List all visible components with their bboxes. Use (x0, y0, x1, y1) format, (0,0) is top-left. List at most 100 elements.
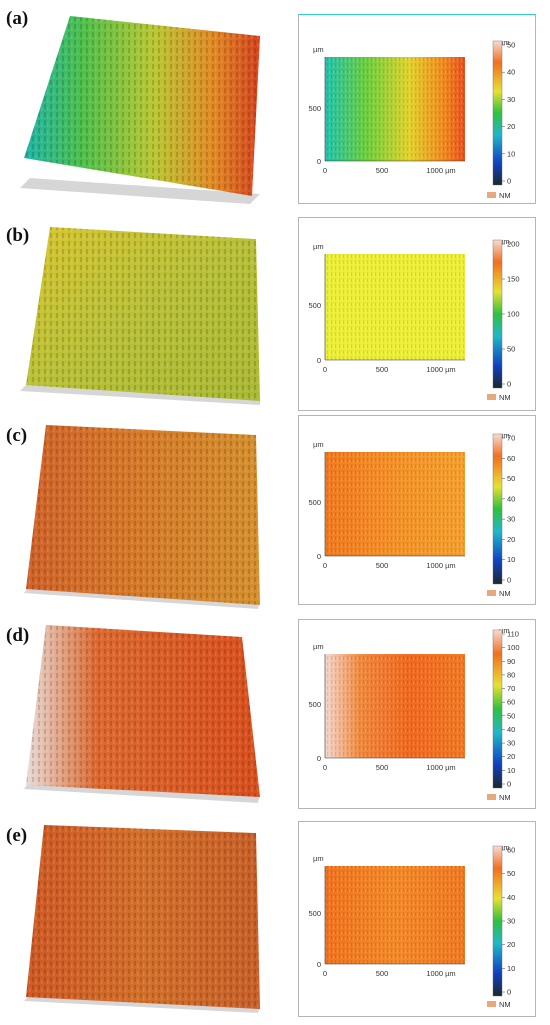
panel-label: (a) (6, 8, 29, 29)
scale-tick-label: 20 (507, 752, 515, 761)
y-tick-label: 0 (317, 157, 321, 166)
x-tick-label: 500 (376, 763, 389, 772)
height-map-plot: µm 500 0 0 500 1000 µm µm 50 40 30 20 10 0 NM (308, 38, 515, 200)
y-unit-label: µm (313, 642, 324, 651)
panel-a: (a) (0, 8, 550, 204)
color-scale-bar (492, 239, 503, 389)
scale-tick-label: 70 (507, 684, 515, 693)
height-map-frame: µm 500 0 0 500 1000 µm µm 200 150 100 50 0 N… (298, 217, 536, 411)
x-tick-label: 1000 µm (426, 365, 455, 374)
scale-tick-label: 20 (507, 122, 515, 131)
scale-tick-label: 0 (507, 780, 511, 789)
x-tick-label: 1000 µm (426, 166, 455, 175)
scale-tick-label: 80 (507, 670, 515, 679)
y-tick-label: 500 (308, 301, 321, 310)
scale-unit-label: µm (499, 237, 510, 246)
nm-label: NM (499, 1000, 511, 1009)
scale-tick-label: 0 (507, 576, 511, 585)
y-tick-label: 0 (317, 754, 321, 763)
height-map-frame: µm 500 0 0 500 1000 µm µm 110 100 90 80 70 60… (298, 619, 536, 809)
color-scale-bar (492, 40, 503, 186)
scale-tick-label: 10 (507, 555, 515, 564)
nm-swatch (487, 192, 496, 198)
scale-tick-label: 10 (507, 149, 515, 158)
y-tick-label: 500 (308, 909, 321, 918)
panel-d: (d) (0, 619, 550, 815)
scale-tick-label: 60 (507, 846, 515, 855)
scale-tick-label: 10 (507, 964, 515, 973)
x-tick-label: 0 (323, 969, 327, 978)
scale-unit-label: µm (499, 431, 510, 440)
y-tick-label: 0 (317, 960, 321, 969)
surface-3d-render (24, 625, 260, 803)
panel-b: (b) (0, 217, 550, 411)
nm-swatch (487, 394, 496, 400)
scale-tick-label: 0 (507, 177, 511, 186)
scale-tick-label: 90 (507, 657, 515, 666)
scale-tick-label: 50 (507, 474, 515, 483)
scale-tick-label: 110 (507, 630, 519, 639)
scale-unit-label: µm (499, 843, 510, 852)
x-tick-label: 500 (376, 969, 389, 978)
scale-tick-label: 40 (507, 494, 515, 503)
panel-c: (c) (0, 415, 550, 611)
y-tick-label: 0 (317, 356, 321, 365)
scale-tick-label: 0 (507, 988, 511, 997)
y-tick-label: 500 (308, 104, 321, 113)
scale-tick-label: 40 (507, 893, 515, 902)
color-scale-ticks: 50 40 30 20 10 0 (502, 41, 515, 186)
scale-tick-label: 50 (507, 41, 515, 50)
height-map-frame: µm 500 0 0 500 1000 µm µm 60 50 40 30 20 10 0 … (298, 821, 536, 1017)
scale-tick-label: 50 (507, 345, 515, 354)
y-unit-label: µm (313, 45, 324, 54)
surface-3d-render (20, 16, 260, 204)
color-scale-ticks: 60 50 40 30 20 10 0 (502, 846, 515, 997)
height-map-frame: µm 500 0 0 500 1000 µm µm 70 60 50 40 30 20 10… (298, 415, 536, 605)
surface-3d-render (24, 825, 260, 1013)
x-tick-label: 500 (376, 365, 389, 374)
scale-tick-label: 100 (507, 643, 520, 652)
panel-e: (e) (0, 821, 550, 1020)
scale-unit-label: µm (499, 38, 510, 47)
scale-tick-label: 0 (507, 380, 511, 389)
nm-swatch (487, 794, 496, 800)
scale-tick-label: 70 (507, 434, 515, 443)
y-tick-label: 500 (308, 498, 321, 507)
y-tick-label: 500 (308, 700, 321, 709)
color-scale-ticks: 70 60 50 40 30 20 10 0 (502, 434, 515, 585)
nm-swatch (487, 590, 496, 596)
height-map-plot: µm 500 0 0 500 1000 µm µm 70 60 50 40 30 20 10… (308, 431, 515, 598)
nm-label: NM (499, 589, 511, 598)
surface-3d-render (24, 425, 260, 609)
y-unit-label: µm (313, 854, 324, 863)
nm-label: NM (499, 191, 511, 200)
x-tick-label: 0 (323, 763, 327, 772)
x-tick-label: 0 (323, 166, 327, 175)
nm-label: NM (499, 393, 511, 402)
color-scale-ticks: 200 150 100 50 0 (502, 240, 520, 389)
height-map-plot: µm 500 0 0 500 1000 µm µm 6050403020100 … (308, 843, 515, 1009)
scale-tick-label: 50 (507, 869, 515, 878)
height-map-plot: µm 500 0 0 500 1000 µm µm 11010090807060… (308, 626, 520, 802)
scale-tick-label: 100 (507, 310, 520, 319)
scale-tick-label: 60 (507, 698, 515, 707)
x-tick-label: 500 (376, 561, 389, 570)
color-scale-bar (492, 629, 503, 789)
scale-tick-label: 30 (507, 95, 515, 104)
panel-label: (c) (6, 425, 28, 446)
scale-tick-label: 30 (507, 917, 515, 926)
scale-tick-label: 150 (507, 275, 520, 284)
scale-unit-label: µm (499, 626, 510, 635)
x-tick-label: 0 (323, 561, 327, 570)
scale-tick-label: 40 (507, 68, 515, 77)
scale-tick-label: 30 (507, 515, 515, 524)
y-tick-label: 0 (317, 552, 321, 561)
x-tick-label: 500 (376, 166, 389, 175)
color-scale-bar (492, 845, 503, 997)
panel-label: (b) (6, 225, 30, 246)
height-map-frame: µm 500 0 0 500 1000 µm µm 50 40 30 20 10 0 NM (298, 14, 536, 204)
color-scale-bar (492, 433, 503, 585)
scale-tick-label: 60 (507, 454, 515, 463)
